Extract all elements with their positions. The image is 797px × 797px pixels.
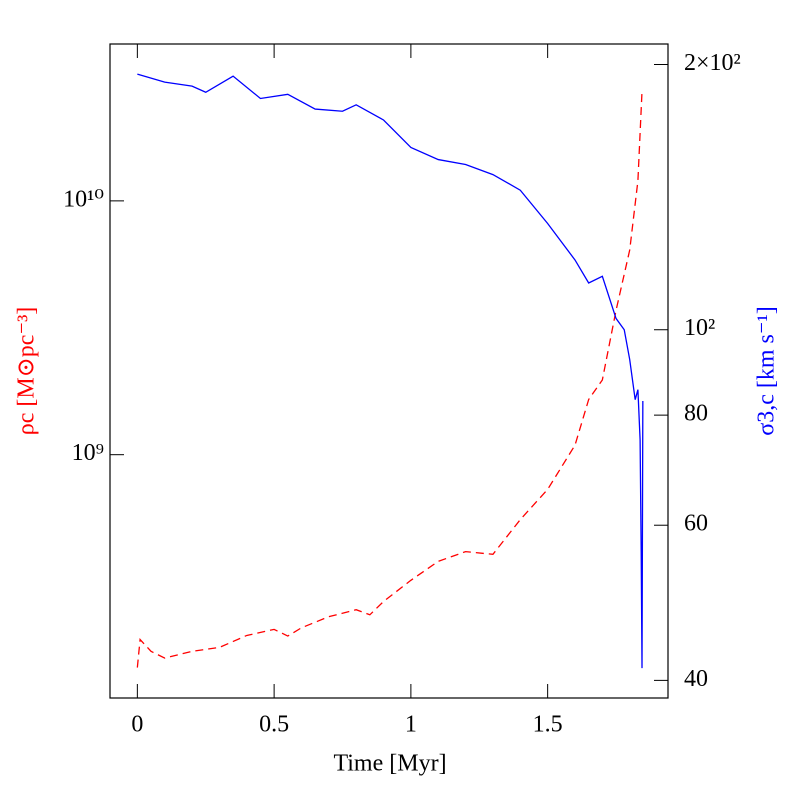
- x-axis-label: Time [Myr]: [333, 751, 446, 777]
- y2-tick-label: 80: [684, 401, 708, 427]
- x-tick-label: 1: [405, 712, 417, 738]
- y2-tick-label: 60: [684, 511, 708, 537]
- x-tick-label: 0.5: [259, 712, 289, 738]
- data-line: [137, 73, 644, 669]
- y2-tick-label: 40: [684, 666, 708, 692]
- y-axis-label: ρc [M⊙pc⁻³]: [14, 307, 40, 436]
- x-tick-label: 0: [131, 712, 143, 738]
- data-line: [136, 91, 643, 668]
- y2-tick-label: 2×10²: [684, 50, 741, 76]
- y-tick-label: 10⁹: [72, 440, 104, 466]
- x-tick-label: 1.5: [533, 712, 563, 738]
- y2-axis-label: σ3,c [km s⁻¹]: [754, 306, 780, 435]
- y-tick-label: 10¹⁰: [63, 186, 104, 212]
- plot-frame: [109, 43, 669, 699]
- y2-tick-label: 10²: [684, 315, 715, 341]
